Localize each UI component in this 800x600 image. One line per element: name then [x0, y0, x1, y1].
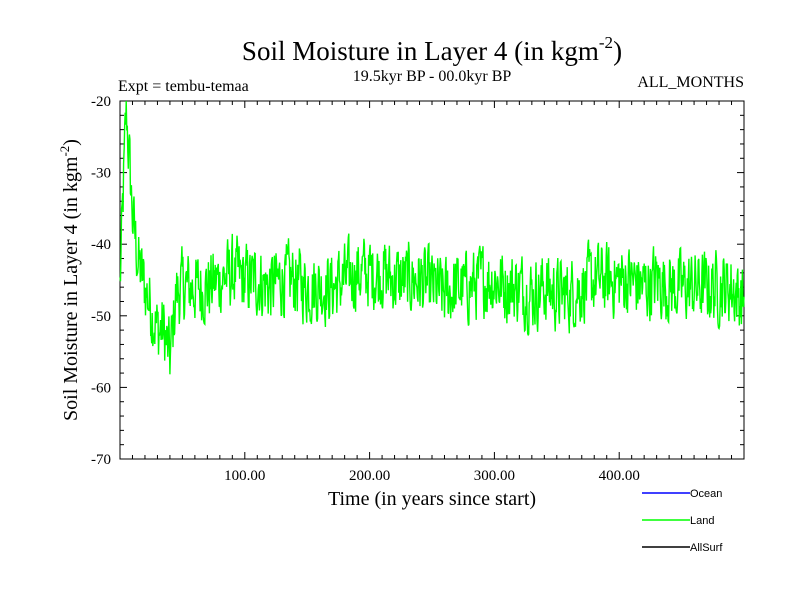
x-axis-label: Time (in years since start) — [328, 488, 536, 510]
x-axis: 100.00 200.00 300.00 400.00 — [131, 101, 733, 484]
x-tick-label: 100.00 — [224, 468, 265, 484]
y-tick-label: -60 — [91, 380, 111, 396]
y-tick-label: -50 — [91, 309, 111, 325]
subtitle-months: ALL_MONTHS — [637, 74, 744, 91]
x-tick-label: 300.00 — [474, 468, 515, 484]
subtitle-experiment: Expt = tembu-temaa — [118, 78, 249, 95]
y-tick-label: -40 — [91, 237, 111, 253]
y-axis-label: Soil Moisture in Layer 4 (in kgm-2) — [57, 139, 82, 421]
legend-label-allsurf: AllSurf — [690, 542, 723, 554]
legend-label-ocean: Ocean — [690, 488, 722, 500]
legend: Ocean Land AllSurf — [642, 488, 723, 554]
y-tick-label: -30 — [91, 166, 111, 182]
chart-title: Soil Moisture in Layer 4 (in kgm-2) — [242, 33, 622, 66]
series-line-land — [119, 100, 745, 375]
y-tick-label: -20 — [91, 94, 111, 110]
x-tick-label: 400.00 — [599, 468, 640, 484]
y-axis: -70 -60 -50 -40 -30 -20 — [91, 94, 744, 468]
series-layer — [119, 100, 745, 375]
x-tick-label: 200.00 — [349, 468, 390, 484]
subtitle-period: 19.5kyr BP - 00.0kyr BP — [353, 68, 512, 85]
y-tick-label: -70 — [91, 452, 111, 468]
legend-label-land: Land — [690, 515, 714, 527]
